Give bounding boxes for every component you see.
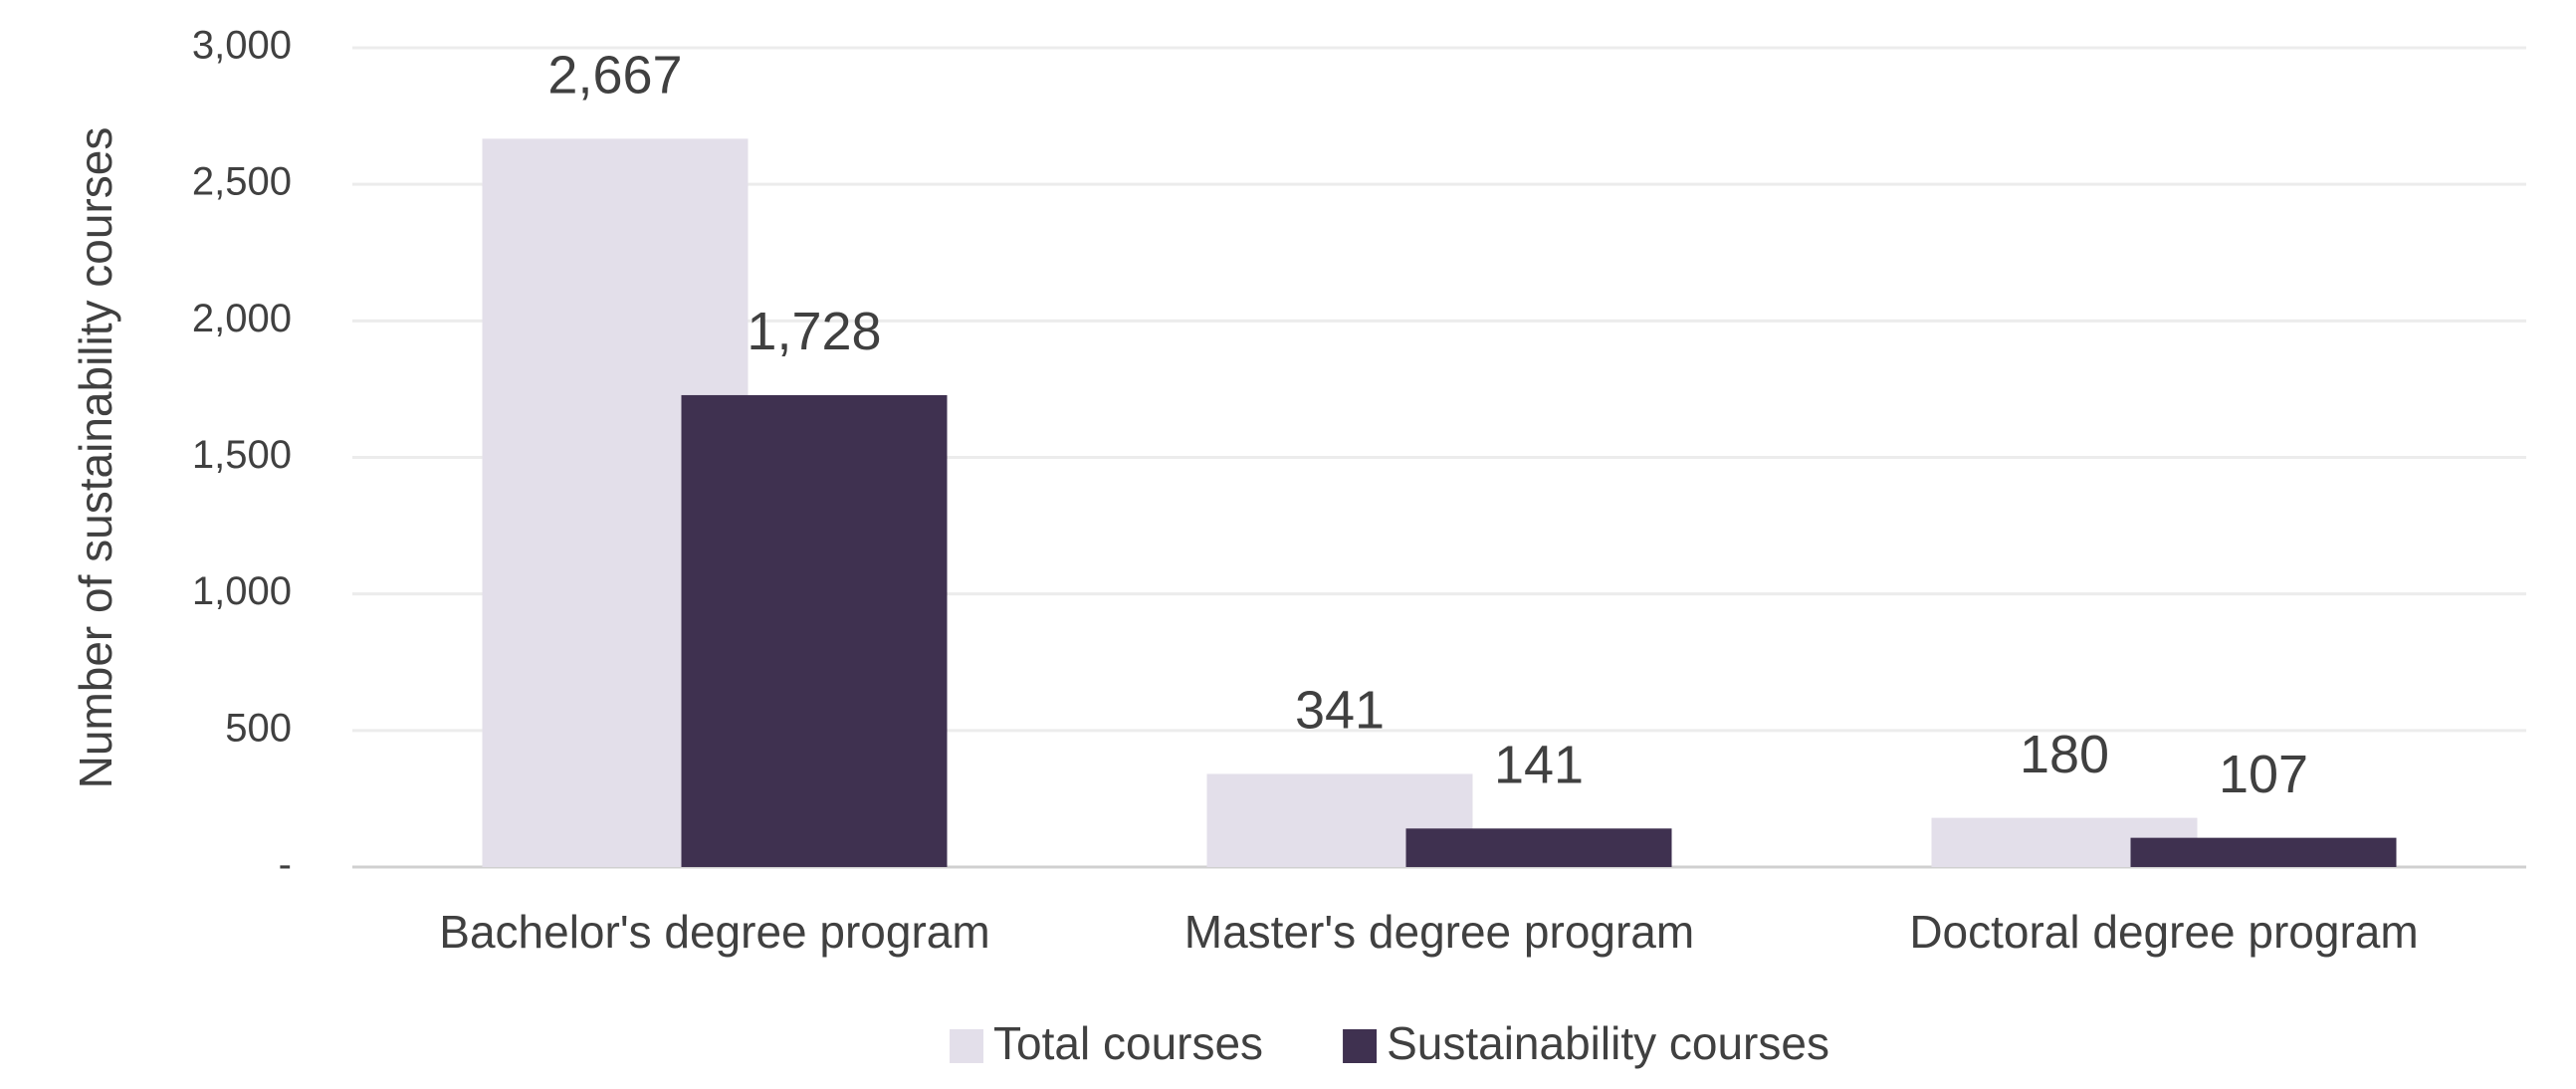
bar [2130,837,2397,867]
legend-label: Total courses [993,1017,1263,1069]
bar [681,394,948,867]
y-tick-label: 2,500 [192,160,292,204]
data-label: 1,728 [747,302,881,361]
y-axis-title: Number of sustainability courses [70,127,121,789]
data-label: 141 [1494,736,1584,795]
y-tick-label: 2,000 [192,297,292,340]
y-tick-label: 1,500 [192,433,292,477]
data-label: 2,667 [547,46,682,106]
legend-swatch [950,1029,984,1063]
data-label: 341 [1295,681,1385,741]
x-tick-label: Doctoral degree program [1909,906,2418,958]
data-label: 107 [2219,745,2308,804]
y-tick-label: - [279,843,292,887]
y-tick-label: 3,000 [192,24,292,68]
y-tick-label: 1,000 [192,569,292,613]
x-tick-label: Bachelor's degree program [439,906,989,958]
y-tick-label: 500 [225,706,292,750]
x-tick-label: Master's degree program [1184,906,1694,958]
bar [1405,828,1672,867]
legend-label: Sustainability courses [1387,1017,1829,1069]
legend-swatch [1343,1029,1378,1063]
data-label: 180 [2020,725,2109,784]
